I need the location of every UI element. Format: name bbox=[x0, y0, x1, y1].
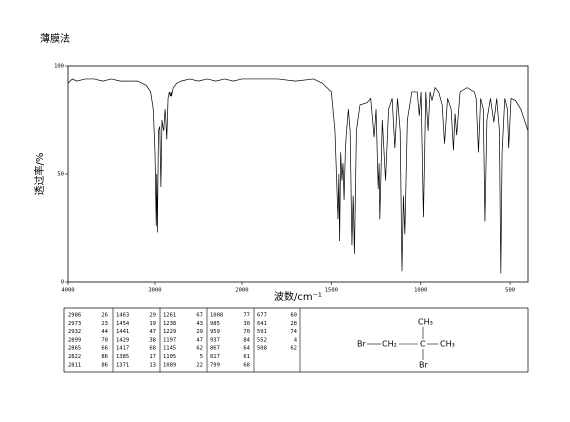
peak-transmittance: 43 bbox=[196, 321, 203, 327]
y-tick-label: 100 bbox=[54, 64, 64, 70]
atom: CH₃ bbox=[418, 318, 433, 327]
atom: CH₂ bbox=[382, 340, 397, 349]
peak-wavenumber: 867 bbox=[210, 346, 220, 352]
peak-wavenumber: 1429 bbox=[116, 337, 129, 343]
peak-wavenumber: 2865 bbox=[68, 346, 81, 352]
peak-wavenumber: 2811 bbox=[68, 362, 81, 368]
atom: CH₃ bbox=[440, 340, 455, 349]
peak-transmittance: 84 bbox=[243, 337, 250, 343]
structure: CH₃ Br CH₂ C CH₃ Br bbox=[357, 318, 455, 370]
peak-wavenumber: 1145 bbox=[163, 346, 176, 352]
peak-transmittance: 44 bbox=[101, 329, 108, 335]
peak-transmittance: 70 bbox=[101, 337, 108, 343]
peak-wavenumber: 1371 bbox=[116, 362, 129, 368]
peak-transmittance: 30 bbox=[243, 321, 250, 327]
peak-transmittance: 22 bbox=[196, 362, 203, 368]
peak-transmittance: 70 bbox=[243, 329, 250, 335]
peak-wavenumber: 1089 bbox=[163, 362, 176, 368]
peak-wavenumber: 959 bbox=[210, 329, 220, 335]
peak-wavenumber: 1463 bbox=[116, 313, 129, 319]
peak-wavenumber: 1197 bbox=[163, 337, 176, 343]
peak-transmittance: 28 bbox=[290, 321, 297, 327]
y-axis-label: 透过率/% bbox=[33, 153, 46, 196]
peak-wavenumber: 677 bbox=[257, 313, 267, 319]
peak-transmittance: 62 bbox=[290, 346, 297, 352]
bonds bbox=[367, 327, 438, 360]
peak-transmittance: 29 bbox=[149, 313, 156, 319]
y-tick-label: 0 bbox=[61, 280, 64, 286]
peak-transmittance: 86 bbox=[101, 362, 108, 368]
peak-wavenumber: 937 bbox=[210, 337, 220, 343]
peak-wavenumber: 552 bbox=[257, 337, 267, 343]
x-tick-label: 3000 bbox=[148, 288, 161, 294]
peak-wavenumber: 1008 bbox=[210, 313, 223, 319]
x-tick-label: 4000 bbox=[61, 288, 74, 294]
peak-wavenumber: 2899 bbox=[68, 337, 81, 343]
atom: C bbox=[420, 340, 426, 349]
peak-wavenumber: 2986 bbox=[68, 313, 81, 319]
peak-transmittance: 4 bbox=[294, 337, 298, 343]
peak-transmittance: 77 bbox=[243, 313, 250, 319]
table-frame bbox=[63, 307, 529, 373]
peak-wavenumber: 817 bbox=[210, 354, 220, 360]
peak-wavenumber: 1385 bbox=[116, 354, 129, 360]
peak-transmittance: 61 bbox=[243, 354, 250, 360]
atom: Br bbox=[419, 361, 428, 370]
peak-transmittance: 13 bbox=[149, 362, 156, 368]
peak-wavenumber: 1105 bbox=[163, 354, 176, 360]
peak-wavenumber: 2822 bbox=[68, 354, 81, 360]
peak-transmittance: 86 bbox=[101, 354, 108, 360]
peak-transmittance: 62 bbox=[196, 346, 203, 352]
peak-transmittance: 29 bbox=[196, 329, 203, 335]
peak-wavenumber: 1238 bbox=[163, 321, 176, 327]
x-tick-label: 2000 bbox=[235, 288, 248, 294]
peak-transmittance: 5 bbox=[200, 354, 203, 360]
peak-wavenumber: 641 bbox=[257, 321, 267, 327]
peak-transmittance: 68 bbox=[149, 346, 156, 352]
peak-wavenumber: 1454 bbox=[116, 321, 130, 327]
peak-transmittance: 17 bbox=[149, 354, 156, 360]
peak-transmittance: 47 bbox=[149, 329, 156, 335]
table-separators bbox=[112, 308, 301, 372]
x-tick-label: 1000 bbox=[414, 288, 427, 294]
peak-wavenumber: 1417 bbox=[116, 346, 129, 352]
x-tick-label: 1500 bbox=[325, 288, 338, 294]
y-tick-label: 50 bbox=[57, 172, 64, 178]
peak-wavenumber: 508 bbox=[257, 346, 267, 352]
peak-transmittance: 60 bbox=[290, 313, 297, 319]
peak-transmittance: 64 bbox=[243, 346, 250, 352]
peak-wavenumber: 2932 bbox=[68, 329, 81, 335]
peak-transmittance: 74 bbox=[290, 329, 297, 335]
peak-transmittance: 67 bbox=[196, 313, 203, 319]
peak-wavenumber: 591 bbox=[257, 329, 267, 335]
peak-wavenumber: 799 bbox=[210, 362, 220, 368]
peak-transmittance: 23 bbox=[101, 321, 108, 327]
peak-transmittance: 66 bbox=[101, 346, 108, 352]
peak-wavenumber: 985 bbox=[210, 321, 220, 327]
peak-wavenumber: 2973 bbox=[68, 321, 81, 327]
peak-wavenumber: 1229 bbox=[163, 329, 176, 335]
x-axis-label: 波数/cm⁻¹ bbox=[274, 290, 322, 303]
peak-wavenumber: 1441 bbox=[116, 329, 129, 335]
spectrum-line bbox=[67, 78, 529, 274]
peak-transmittance: 26 bbox=[101, 313, 108, 319]
peak-transmittance: 47 bbox=[196, 337, 203, 343]
chart-title: 薄膜法 bbox=[40, 32, 70, 45]
peak-transmittance: 19 bbox=[149, 321, 156, 327]
peak-transmittance: 38 bbox=[149, 337, 156, 343]
x-tick-label: 500 bbox=[505, 288, 515, 294]
atom: Br bbox=[357, 340, 366, 349]
peak-wavenumber: 1261 bbox=[163, 313, 176, 319]
plot-frame bbox=[67, 65, 529, 283]
peak-transmittance: 68 bbox=[243, 362, 250, 368]
